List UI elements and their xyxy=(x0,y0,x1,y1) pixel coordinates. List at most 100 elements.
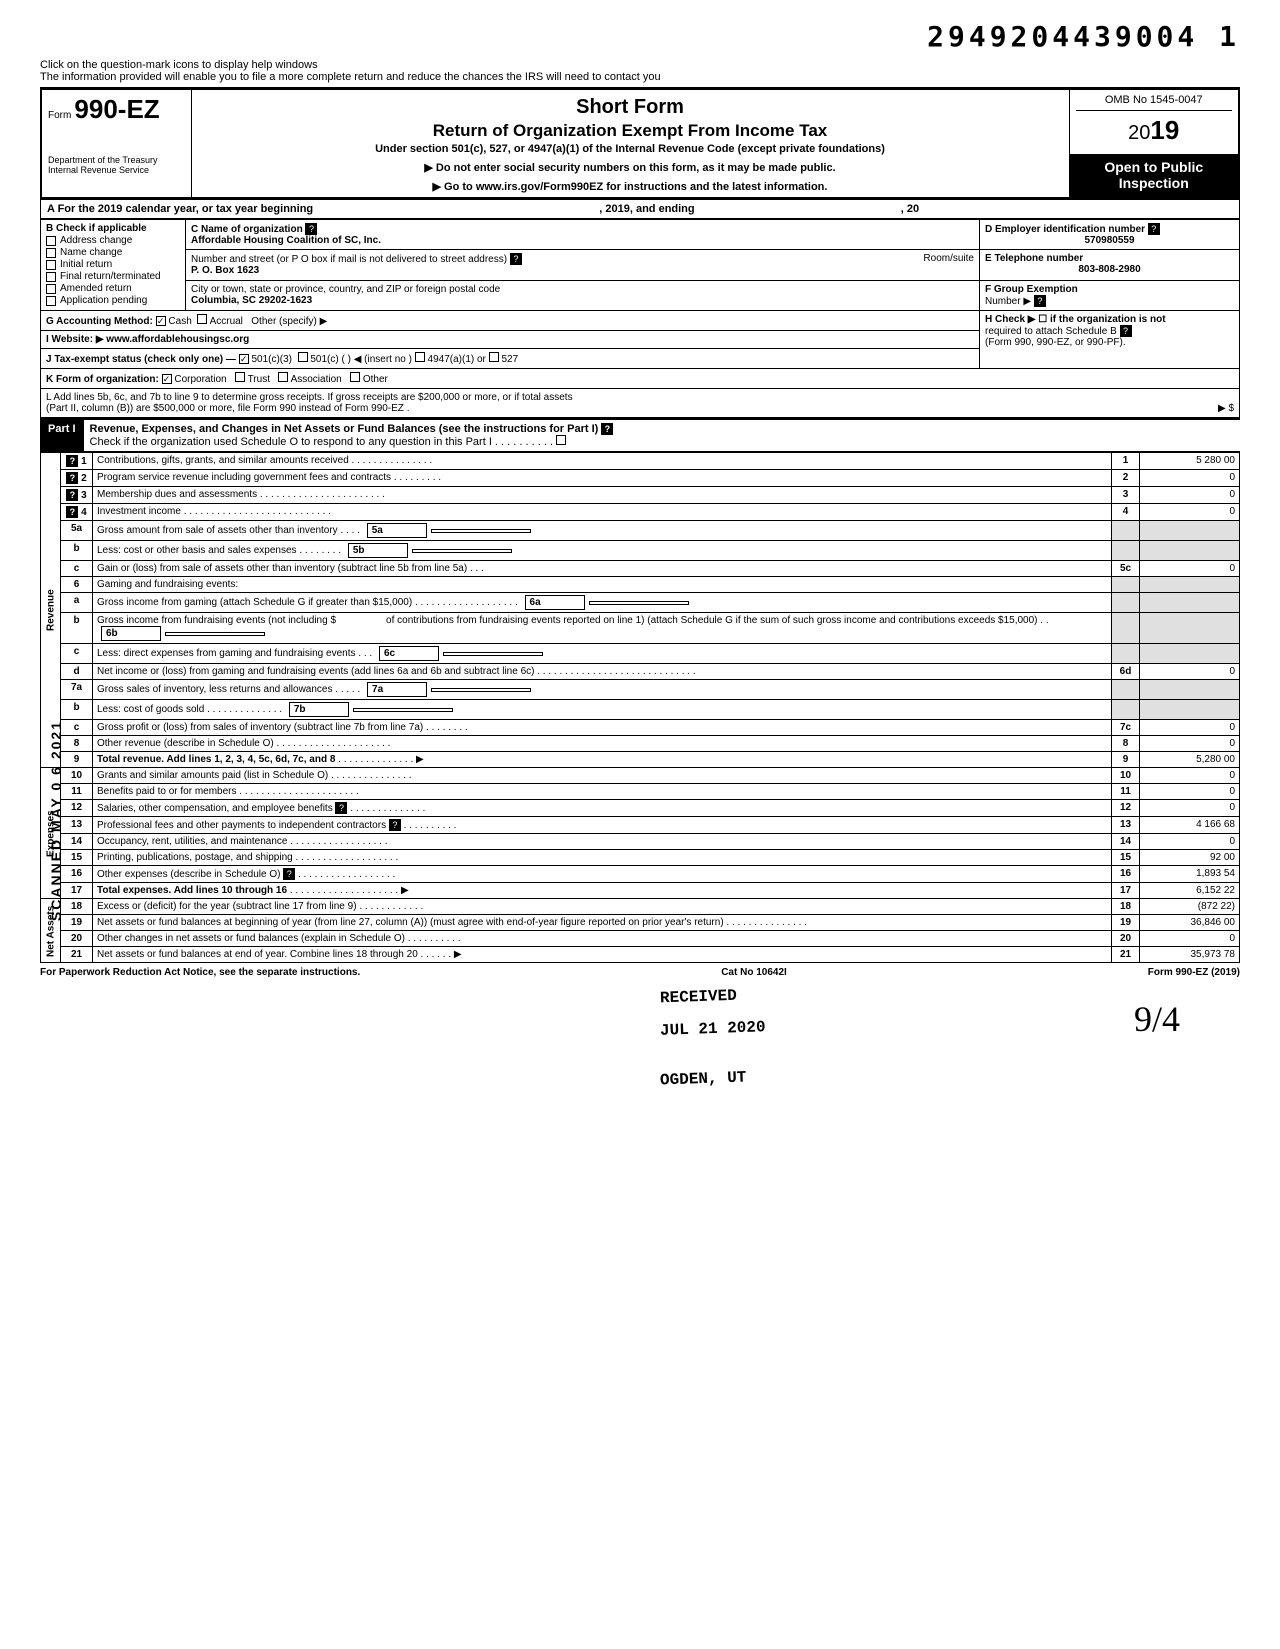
line-num-r: 6d xyxy=(1112,664,1140,680)
help-icon[interactable]: ? xyxy=(510,253,522,265)
shaded xyxy=(1140,700,1240,720)
check-item[interactable]: Initial return xyxy=(46,259,180,270)
line4-desc: Investment income . . . . . . . . . . . … xyxy=(93,504,1112,521)
help-icon[interactable]: ? xyxy=(66,506,78,518)
line-num-r: 10 xyxy=(1112,768,1140,784)
line-num: ? 1 xyxy=(61,453,93,470)
line-num: a xyxy=(61,593,93,613)
year: 19 xyxy=(1150,115,1179,145)
help-icon[interactable]: ? xyxy=(1148,223,1160,235)
l-line1: L Add lines 5b, 6c, and 7b to line 9 to … xyxy=(46,392,1234,403)
line10-amt: 0 xyxy=(1140,768,1240,784)
d-label: D Employer identification number xyxy=(985,224,1145,235)
line21-amt: 35,973 78 xyxy=(1140,947,1240,963)
line5b-desc: Less: cost or other basis and sales expe… xyxy=(93,541,1112,561)
help-icon[interactable]: ? xyxy=(1034,295,1046,307)
checkbox-icon[interactable] xyxy=(46,260,56,270)
check-item[interactable]: Final return/terminated xyxy=(46,271,180,282)
g-accrual: Accrual xyxy=(210,316,243,327)
line6b-text: Gross income from fundraising events (no… xyxy=(97,615,336,626)
line12-amt: 0 xyxy=(1140,800,1240,817)
checkbox-icon[interactable] xyxy=(46,296,56,306)
omb-cell: OMB No 1545-0047 2019 xyxy=(1069,89,1239,154)
line11-desc: Benefits paid to or for members . . . . … xyxy=(93,784,1112,800)
street-cell: Number and street (or P O box if mail is… xyxy=(186,250,980,280)
line5a-desc: Gross amount from sale of assets other t… xyxy=(93,521,1112,541)
help-icon[interactable]: ? xyxy=(283,868,295,880)
box6a: 6a xyxy=(525,595,585,610)
form-prefix: Form xyxy=(48,110,71,121)
website: www.affordablehousingsc.org xyxy=(106,334,249,345)
checkbox-icon[interactable] xyxy=(46,248,56,258)
line7a-text: Gross sales of inventory, less returns a… xyxy=(97,684,332,695)
shaded xyxy=(1112,700,1140,720)
line-num-r: 20 xyxy=(1112,931,1140,947)
line7c-text: Gross profit or (loss) from sales of inv… xyxy=(97,722,429,733)
line7b-desc: Less: cost of goods sold . . . . . . . .… xyxy=(93,700,1112,720)
title: Short Form xyxy=(198,96,1063,119)
line-num-r: 7c xyxy=(1112,720,1140,736)
checkbox-accrual[interactable] xyxy=(197,314,207,324)
dept2: Internal Revenue Service xyxy=(48,165,185,175)
checkbox-assoc[interactable] xyxy=(278,372,288,382)
help-icon[interactable]: ? xyxy=(305,223,317,235)
line-num-r: 18 xyxy=(1112,899,1140,915)
line-num-r: 1 xyxy=(1112,453,1140,470)
line12-desc: Salaries, other compensation, and employ… xyxy=(93,800,1112,817)
line2-text: Program service revenue including govern… xyxy=(97,472,391,483)
help-icon[interactable]: ? xyxy=(1120,325,1132,337)
e-cell: E Telephone number 803-808-2980 xyxy=(980,250,1240,280)
k-assoc: Association xyxy=(291,374,342,385)
box6a-val xyxy=(589,601,689,605)
check-item[interactable]: Amended return xyxy=(46,283,180,294)
b-label: B Check if applicable xyxy=(46,223,180,234)
checkbox-cash[interactable] xyxy=(156,316,166,326)
line-num: 13 xyxy=(61,817,93,834)
checkbox-icon[interactable] xyxy=(46,284,56,294)
check-item[interactable]: Address change xyxy=(46,235,180,246)
line8-desc: Other revenue (describe in Schedule O) .… xyxy=(93,736,1112,752)
line19-desc: Net assets or fund balances at beginning… xyxy=(93,915,1112,931)
checkbox-icon[interactable] xyxy=(46,236,56,246)
line6d-text: Net income or (loss) from gaming and fun… xyxy=(97,666,534,677)
checkbox-trust[interactable] xyxy=(235,372,245,382)
subtitle: Return of Organization Exempt From Incom… xyxy=(198,121,1063,141)
form-number-cell: Form 990-EZ Department of the Treasury I… xyxy=(41,89,191,198)
shaded xyxy=(1112,521,1140,541)
line18-text: Excess or (deficit) for the year (subtra… xyxy=(97,901,357,912)
checkbox-schedo[interactable] xyxy=(556,435,566,445)
line3-amt: 0 xyxy=(1140,487,1240,504)
line6d-amt: 0 xyxy=(1140,664,1240,680)
check-item[interactable]: Name change xyxy=(46,247,180,258)
help-icon[interactable]: ? xyxy=(66,489,78,501)
j-a1: 4947(a)(1) or xyxy=(428,354,486,365)
help-icon[interactable]: ? xyxy=(335,802,347,814)
checkbox-other[interactable] xyxy=(350,372,360,382)
checkbox-corp[interactable] xyxy=(162,374,172,384)
help-icon[interactable]: ? xyxy=(389,819,401,831)
shaded xyxy=(1112,613,1140,644)
line-num: d xyxy=(61,664,93,680)
help-icon[interactable]: ? xyxy=(66,455,78,467)
help-icon[interactable]: ? xyxy=(66,472,78,484)
stamp-ogden: OGDEN, UT xyxy=(660,1068,747,1089)
box5b: 5b xyxy=(348,543,408,558)
g-label: G Accounting Method: xyxy=(46,316,153,327)
checkbox-4947[interactable] xyxy=(415,352,425,362)
checkbox-501c3[interactable] xyxy=(239,354,249,364)
ein: 570980559 xyxy=(985,235,1234,246)
line18-desc: Excess or (deficit) for the year (subtra… xyxy=(93,899,1112,915)
checkbox-527[interactable] xyxy=(489,352,499,362)
city-label: City or town, state or province, country… xyxy=(191,284,500,295)
checkbox-icon[interactable] xyxy=(46,272,56,282)
line-num-r: 11 xyxy=(1112,784,1140,800)
check-item[interactable]: Application pending xyxy=(46,295,180,306)
k-cell: K Form of organization: Corporation Trus… xyxy=(41,369,1240,389)
line10-text: Grants and similar amounts paid (list in… xyxy=(97,770,328,781)
shaded xyxy=(1112,577,1140,593)
checkbox-501c[interactable] xyxy=(298,352,308,362)
help-icon[interactable]: ? xyxy=(601,423,613,435)
dept1: Department of the Treasury xyxy=(48,155,185,165)
line13-text: Professional fees and other payments to … xyxy=(97,820,386,831)
shaded xyxy=(1112,680,1140,700)
